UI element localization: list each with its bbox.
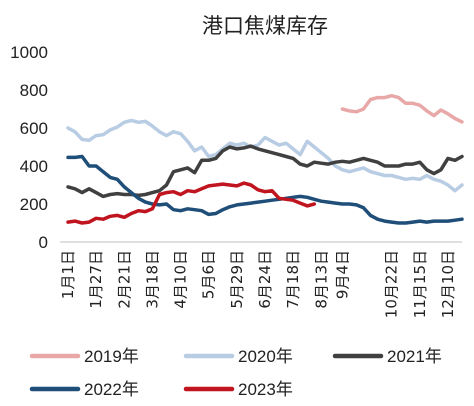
legend-label: 2021年 — [387, 347, 442, 366]
x-tick-labels: 1月1日 1月27日 2月21日 3月18日 4月10日 5月6日 5月29日 6月24日 7月… — [59, 250, 457, 318]
x-tick-label: 1月27日 — [87, 250, 105, 309]
series-line-2022年 — [66, 154, 464, 225]
legend: 2019年 2020年 2021年 2022年 2023年 — [29, 347, 442, 399]
x-tick-label: 6月24日 — [256, 250, 274, 309]
series-line-2020年 — [66, 118, 464, 193]
y-tick-label: 1000 — [10, 43, 48, 62]
legend-label: 2022年 — [84, 380, 139, 399]
x-tick-label: 5月6日 — [200, 250, 218, 299]
x-tick-label: 8月13日 — [312, 250, 330, 309]
x-tick-label: 4月10日 — [172, 250, 190, 309]
chart-title: 港口焦煤库存 — [202, 14, 328, 38]
y-tick-label: 0 — [39, 233, 48, 252]
x-tick-label: 10月22日 — [383, 250, 401, 318]
x-tick-label: 9月4日 — [333, 250, 351, 299]
y-tick-labels: 0 200 400 600 800 1000 — [10, 43, 48, 252]
legend-label: 2020年 — [238, 347, 293, 366]
series-line-2023年 — [66, 181, 317, 225]
series-lines — [66, 93, 464, 225]
legend-label: 2019年 — [84, 347, 139, 366]
x-tick-label: 5月29日 — [228, 250, 246, 309]
x-tick-label: 2月21日 — [115, 250, 133, 309]
y-tick-label: 600 — [20, 119, 48, 138]
y-tick-label: 800 — [20, 81, 48, 100]
series-line-2019年 — [340, 93, 464, 124]
x-tick-label: 12月10日 — [439, 250, 457, 318]
y-tick-label: 400 — [20, 157, 48, 176]
x-tick-label: 3月18日 — [143, 250, 161, 309]
legend-label: 2023年 — [238, 380, 293, 399]
x-tick-label: 1月1日 — [59, 250, 77, 299]
y-tick-label: 200 — [20, 195, 48, 214]
x-tick-label: 7月18日 — [284, 250, 302, 309]
x-tick-label: 11月15日 — [411, 250, 429, 318]
